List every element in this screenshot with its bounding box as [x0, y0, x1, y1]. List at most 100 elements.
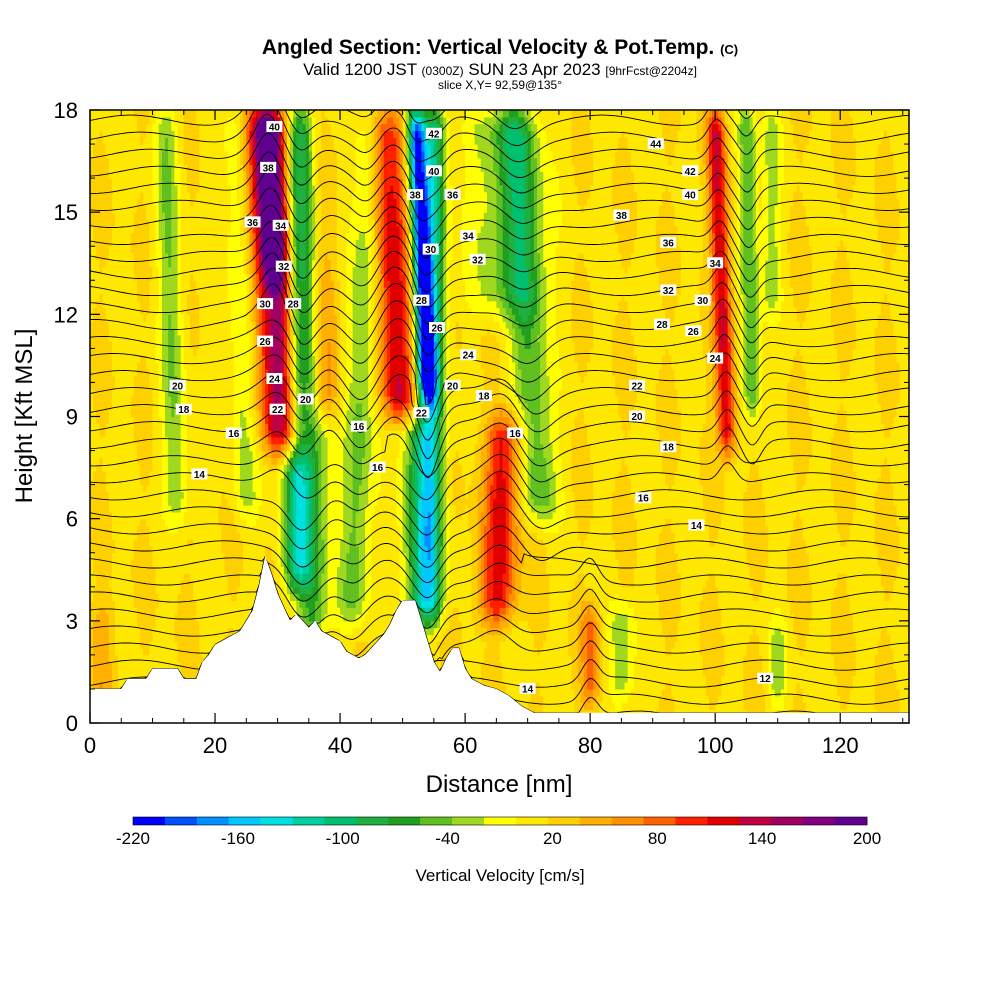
velocity-cell	[165, 375, 169, 384]
velocity-cell	[193, 396, 197, 404]
velocity-cell	[149, 287, 154, 295]
velocity-cell	[108, 307, 113, 315]
velocity-cell	[124, 614, 129, 622]
velocity-cell	[165, 389, 169, 397]
velocity-cell	[93, 600, 97, 608]
velocity-cell	[205, 505, 210, 513]
velocity-cell	[208, 436, 213, 445]
velocity-cell	[146, 525, 150, 533]
velocity-cell	[118, 545, 122, 554]
velocity-cell	[205, 212, 210, 220]
velocity-cell	[183, 368, 188, 377]
velocity-cell	[143, 205, 147, 213]
velocity-cell	[130, 443, 135, 452]
velocity-cell	[115, 423, 119, 431]
velocity-cell	[193, 668, 197, 676]
velocity-cell	[124, 205, 129, 213]
velocity-cell	[168, 157, 172, 166]
velocity-cell	[158, 525, 163, 533]
velocity-cell	[168, 661, 172, 670]
velocity-cell	[190, 457, 194, 465]
velocity-cell	[155, 464, 160, 472]
velocity-cell	[221, 566, 226, 574]
velocity-cell	[115, 259, 119, 268]
velocity-cell	[127, 205, 132, 213]
velocity-cell	[165, 246, 169, 254]
velocity-cell	[202, 477, 207, 486]
velocity-cell	[208, 293, 213, 302]
velocity-cell	[227, 402, 232, 411]
velocity-cell	[199, 144, 204, 152]
velocity-cell	[183, 389, 188, 397]
velocity-cell	[168, 321, 172, 329]
velocity-cell	[230, 443, 235, 452]
velocity-cell	[143, 525, 147, 533]
velocity-cell	[105, 287, 110, 295]
velocity-cell	[224, 511, 229, 520]
velocity-cell	[171, 498, 175, 506]
velocity-cell	[227, 614, 232, 622]
velocity-cell	[221, 600, 226, 608]
velocity-cell	[115, 396, 119, 404]
velocity-cell	[186, 110, 191, 118]
velocity-cell	[115, 382, 119, 390]
velocity-cell	[161, 368, 166, 377]
velocity-cell	[105, 239, 110, 247]
velocity-cell	[215, 123, 219, 132]
velocity-cell	[96, 150, 100, 159]
velocity-cell	[221, 178, 226, 186]
velocity-cell	[180, 491, 185, 499]
velocity-cell	[127, 171, 132, 179]
velocity-cell	[215, 402, 219, 411]
velocity-cell	[136, 116, 141, 125]
velocity-cell	[183, 382, 188, 390]
velocity-cell	[224, 586, 229, 595]
velocity-cell	[218, 436, 222, 445]
velocity-cell	[202, 402, 207, 411]
velocity-cell	[196, 239, 201, 247]
velocity-cell	[149, 661, 154, 670]
velocity-cell	[149, 416, 154, 424]
velocity-cell	[152, 518, 157, 527]
velocity-cell	[190, 382, 194, 390]
velocity-cell	[93, 409, 97, 418]
velocity-cell	[205, 184, 210, 193]
velocity-cell	[168, 436, 172, 445]
velocity-cell	[115, 246, 119, 254]
velocity-cell	[224, 436, 229, 445]
velocity-cell	[193, 232, 197, 241]
velocity-cell	[230, 409, 235, 418]
velocity-cell	[227, 607, 232, 615]
velocity-cell	[161, 191, 166, 200]
velocity-cell	[93, 586, 97, 595]
velocity-cell	[224, 402, 229, 411]
velocity-cell	[127, 123, 132, 132]
velocity-cell	[171, 661, 175, 670]
velocity-cell	[218, 198, 222, 206]
velocity-cell	[168, 368, 172, 377]
velocity-cell	[193, 464, 197, 472]
velocity-cell	[171, 416, 175, 424]
velocity-cell	[230, 184, 235, 193]
velocity-cell	[218, 314, 222, 322]
velocity-cell	[165, 171, 169, 179]
chart-title: Angled Section: Vertical Velocity & Pot.…	[0, 36, 1000, 60]
velocity-cell	[140, 423, 144, 431]
velocity-cell	[121, 348, 125, 356]
velocity-cell	[121, 396, 125, 404]
velocity-cell	[171, 334, 175, 343]
velocity-cell	[215, 470, 219, 479]
velocity-cell	[152, 661, 157, 670]
velocity-cell	[111, 450, 116, 458]
velocity-cell	[155, 654, 160, 663]
velocity-cell	[105, 382, 110, 390]
velocity-cell	[93, 116, 97, 125]
velocity-cell	[199, 416, 204, 424]
velocity-cell	[230, 382, 235, 390]
velocity-cell	[227, 593, 232, 601]
velocity-cell	[152, 648, 157, 656]
velocity-cell	[230, 586, 235, 595]
velocity-cell	[174, 498, 179, 506]
velocity-cell	[174, 116, 179, 125]
velocity-cell	[108, 532, 113, 540]
